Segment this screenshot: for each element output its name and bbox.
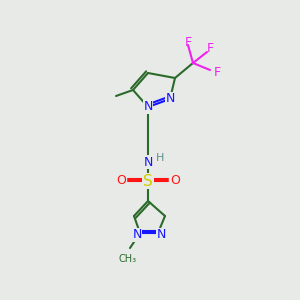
Text: H: H: [156, 153, 164, 163]
Text: N: N: [165, 92, 175, 106]
Text: S: S: [143, 173, 153, 188]
Text: F: F: [213, 65, 220, 79]
Text: N: N: [156, 229, 166, 242]
Text: CH₃: CH₃: [119, 254, 137, 264]
Text: N: N: [143, 155, 153, 169]
Text: O: O: [170, 175, 180, 188]
Text: F: F: [206, 43, 214, 56]
Text: N: N: [132, 229, 142, 242]
Text: O: O: [116, 175, 126, 188]
Text: N: N: [143, 100, 153, 113]
Text: F: F: [184, 35, 192, 49]
